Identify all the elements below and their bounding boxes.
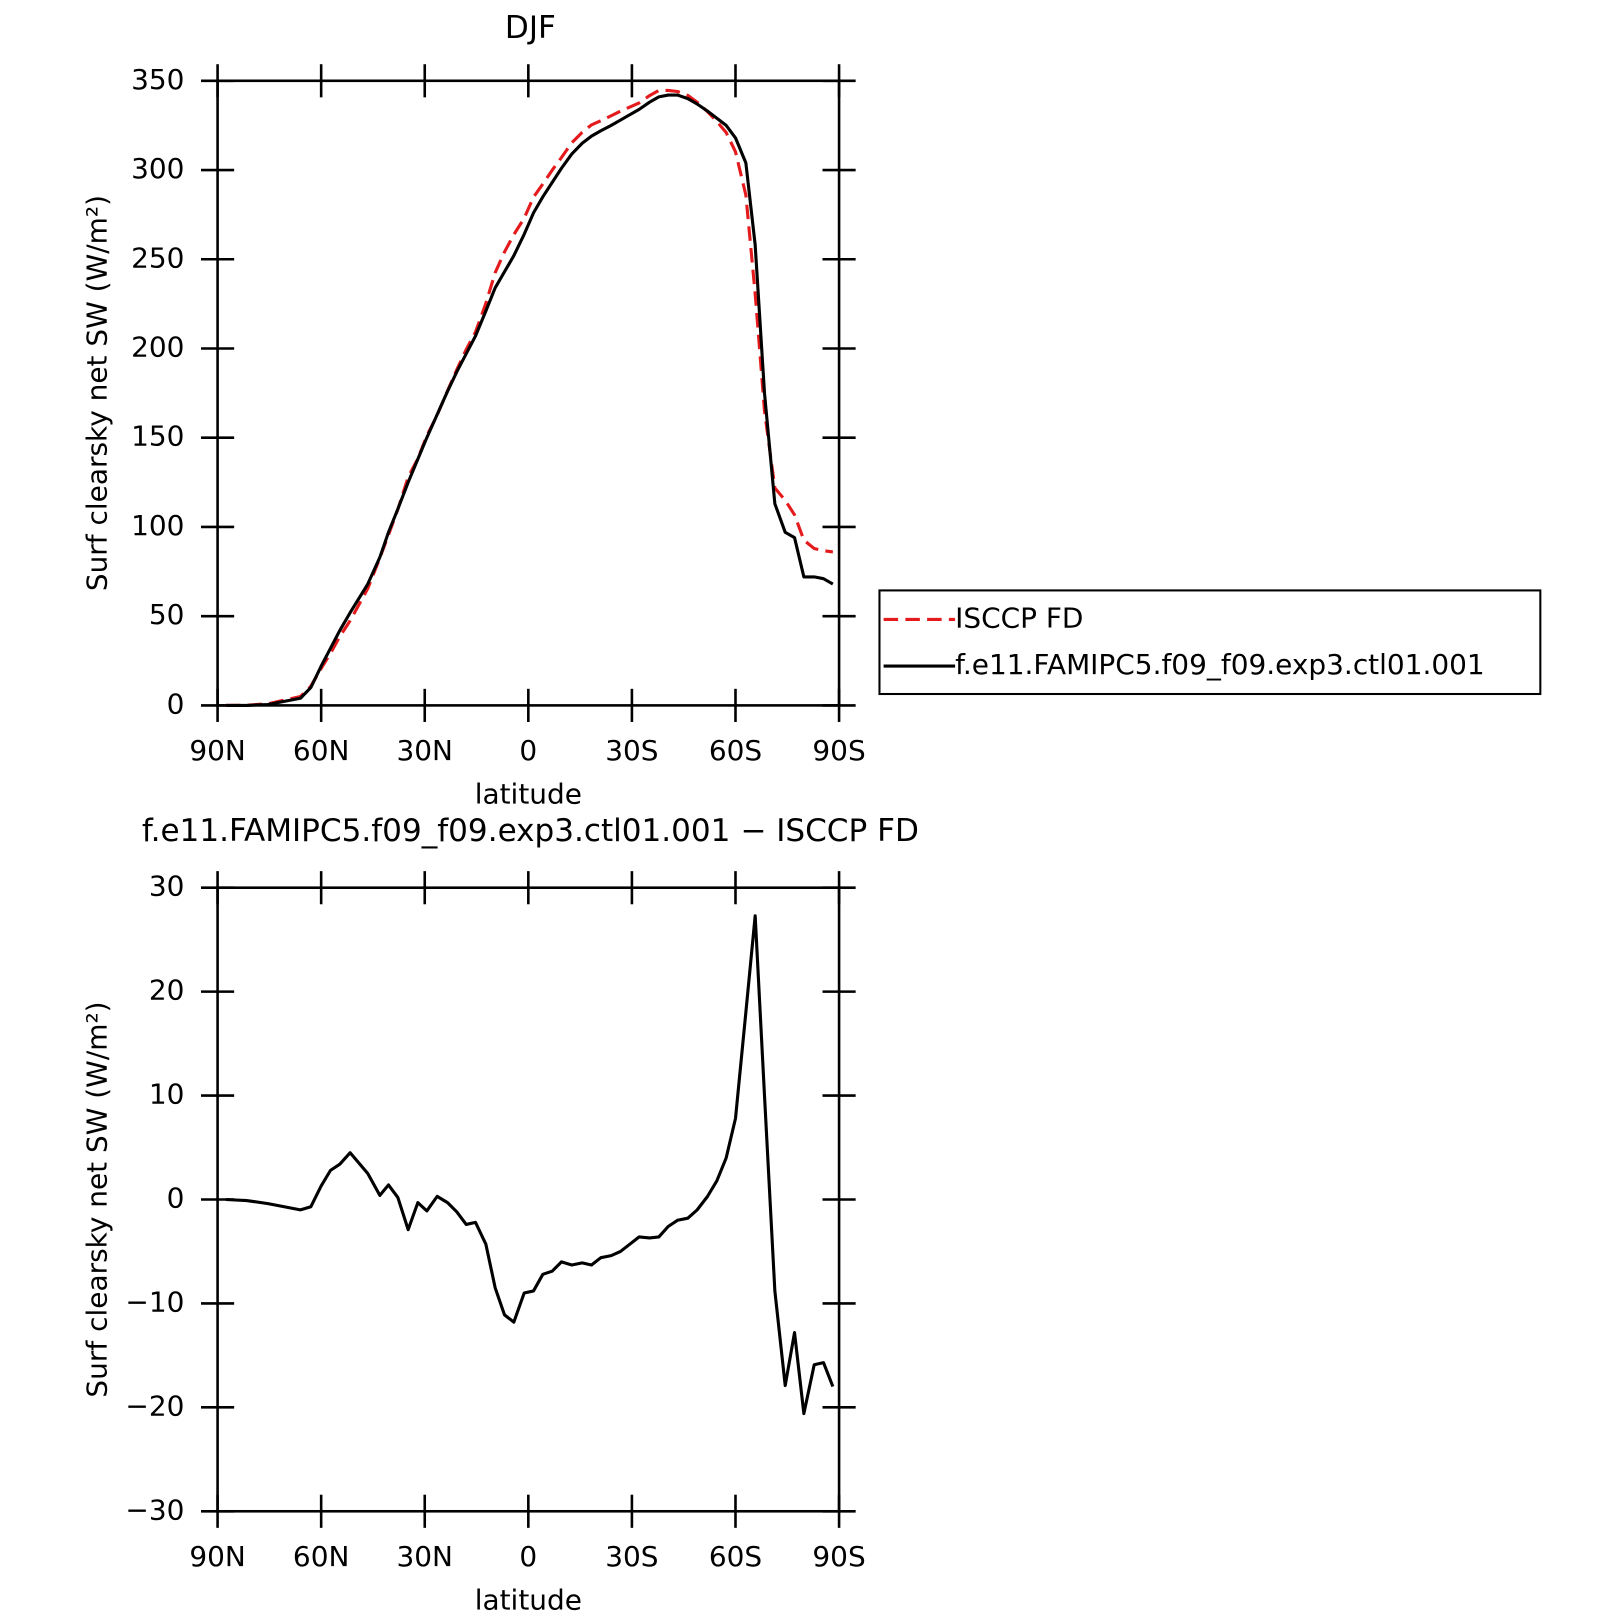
- y-tick-label: −20: [125, 1389, 184, 1422]
- y-tick-label: 200: [131, 330, 184, 363]
- y-tick-label: 0: [167, 687, 185, 720]
- data-line: [225, 93, 834, 707]
- y-tick-label: 150: [131, 420, 184, 453]
- x-tick-label: 0: [519, 1540, 537, 1573]
- y-tick-label: 300: [131, 152, 184, 185]
- x-tick-label: 90N: [189, 734, 245, 767]
- x-axis-label: latitude: [475, 1583, 582, 1616]
- chart-title: DJF: [505, 10, 556, 46]
- x-tick-label: 60N: [293, 1540, 349, 1573]
- y-tick-label: 50: [149, 598, 185, 631]
- y-tick-label: −10: [125, 1285, 184, 1318]
- y-tick-label: 0: [167, 1181, 185, 1214]
- legend-label: f.e11.FAMIPC5.f09_f09.exp3.ctl01.001: [955, 648, 1485, 681]
- data-line: [225, 914, 835, 1416]
- x-tick-label: 30N: [397, 1540, 453, 1573]
- x-tick-label: 30N: [397, 734, 453, 767]
- legend-label: ISCCP FD: [955, 601, 1083, 634]
- plot-frame: [216, 79, 841, 707]
- plot-frame: [216, 886, 841, 1513]
- legend-box: [878, 589, 1542, 696]
- y-tick-label: 250: [131, 241, 184, 274]
- x-tick-label: 30S: [605, 1540, 658, 1573]
- x-tick-label: 60S: [709, 734, 762, 767]
- x-tick-label: 0: [519, 734, 537, 767]
- x-tick-label: 30S: [605, 734, 658, 767]
- y-tick-label: 30: [149, 870, 185, 903]
- x-tick-label: 90S: [812, 1540, 865, 1573]
- y-axis-label: Surf clearsky net SW (W/m²): [80, 195, 113, 591]
- x-tick-label: 60N: [293, 734, 349, 767]
- y-tick-label: 20: [149, 974, 185, 1007]
- y-tick-label: 10: [149, 1078, 185, 1111]
- x-axis-label: latitude: [475, 778, 582, 811]
- y-tick-label: −30: [125, 1493, 184, 1526]
- y-tick-label: 100: [131, 509, 184, 542]
- x-tick-label: 60S: [709, 1540, 762, 1573]
- y-tick-label: 350: [131, 63, 184, 96]
- data-line: [225, 88, 834, 707]
- chart-title: f.e11.FAMIPC5.f09_f09.exp3.ctl01.001 − I…: [142, 813, 919, 849]
- x-tick-label: 90N: [189, 1540, 245, 1573]
- x-tick-label: 90S: [812, 734, 865, 767]
- y-axis-label: Surf clearsky net SW (W/m²): [80, 1001, 113, 1397]
